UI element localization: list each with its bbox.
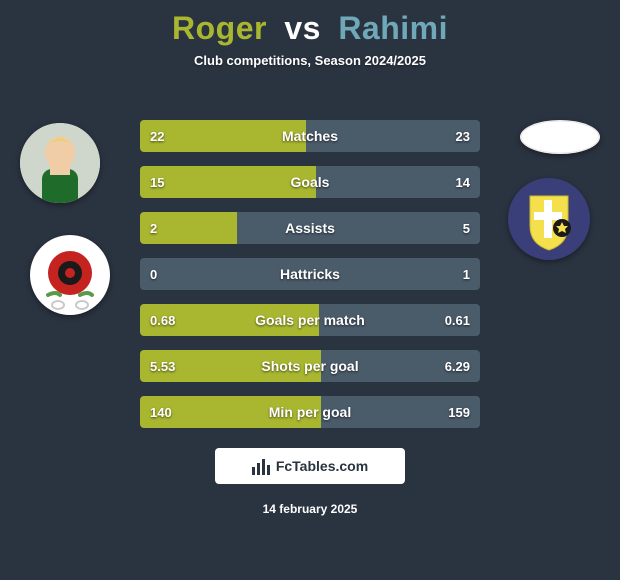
stat-row: 140159Min per goal xyxy=(140,396,480,428)
club1-crest xyxy=(30,235,110,315)
fctables-label: FcTables.com xyxy=(276,458,368,474)
stat-label: Goals xyxy=(140,166,480,198)
player1-name: Roger xyxy=(172,10,267,46)
club2-crest xyxy=(508,178,590,260)
player2-placeholder-icon xyxy=(520,120,600,154)
stat-row: 1514Goals xyxy=(140,166,480,198)
bar-chart-icon xyxy=(252,457,270,475)
stats-table: 2223Matches 1514Goals 25Assists 01Hattricks… xyxy=(140,120,480,442)
stat-row: 2223Matches xyxy=(140,120,480,152)
stat-row: 01Hattricks xyxy=(140,258,480,290)
club1-crest-icon xyxy=(30,235,110,315)
competition-subtitle: Club competitions, Season 2024/2025 xyxy=(0,53,620,68)
stat-label: Min per goal xyxy=(140,396,480,428)
stat-row: 0.680.61Goals per match xyxy=(140,304,480,336)
player2-avatar xyxy=(520,120,600,154)
player1-avatar xyxy=(20,123,100,203)
player1-photo-icon xyxy=(20,123,100,203)
club2-crest-icon xyxy=(508,178,590,260)
player2-name: Rahimi xyxy=(338,10,448,46)
comparison-title: Roger vs Rahimi xyxy=(0,0,620,47)
stat-row: 25Assists xyxy=(140,212,480,244)
comparison-date: 14 february 2025 xyxy=(0,502,620,516)
stat-label: Goals per match xyxy=(140,304,480,336)
stat-label: Hattricks xyxy=(140,258,480,290)
fctables-badge[interactable]: FcTables.com xyxy=(215,448,405,484)
vs-separator: vs xyxy=(284,10,321,46)
stat-label: Matches xyxy=(140,120,480,152)
stat-label: Assists xyxy=(140,212,480,244)
stat-row: 5.536.29Shots per goal xyxy=(140,350,480,382)
stat-label: Shots per goal xyxy=(140,350,480,382)
